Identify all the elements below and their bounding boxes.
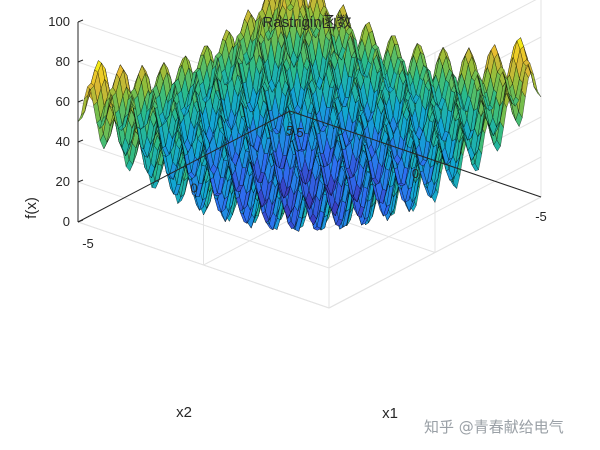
- y-tick-label: 5: [286, 123, 293, 138]
- y-axis-label: x2: [176, 404, 192, 421]
- z-tick-label: 0: [63, 214, 70, 229]
- x-tick-label: 5: [296, 125, 303, 140]
- y-tick-label: 0: [412, 166, 419, 181]
- z-tick-label: 100: [48, 14, 70, 29]
- surface-mesh: [77, 0, 542, 232]
- surface-patch: [278, 0, 284, 15]
- surface-patch: [301, 0, 307, 14]
- surface-patch: [297, 0, 303, 11]
- x-tick-label: 0: [190, 181, 197, 196]
- x-tick-label: -5: [82, 236, 94, 251]
- watermark: 知乎 @青春献给电气: [424, 418, 564, 436]
- tick-labels: 0 20 40 60 80 100 -5 0 5 -5 0 5: [48, 14, 546, 251]
- chart-title: Rastrigin函数: [262, 14, 351, 31]
- z-tick-mark: [77, 99, 84, 103]
- surface-patch: [530, 70, 538, 92]
- x-axis-line: [77, 110, 291, 223]
- surface-patch: [274, 0, 280, 12]
- z-tick-mark: [77, 179, 84, 183]
- surface-patch: [304, 0, 309, 10]
- surface-patch: [277, 0, 281, 8]
- surface-patch: [286, 3, 294, 12]
- z-tick-mark: [77, 59, 84, 63]
- z-tick-label: 60: [56, 94, 70, 109]
- x-axis-label: x1: [382, 405, 398, 422]
- z-tick-mark: [77, 19, 84, 23]
- z-tick-label: 80: [56, 54, 70, 69]
- z-axis-label: f(x): [23, 197, 40, 219]
- z-tick-mark: [77, 139, 84, 143]
- axes-lines: [77, 22, 542, 223]
- y-tick-label: -5: [535, 209, 547, 224]
- z-tick-label: 40: [56, 134, 70, 149]
- z-tick-label: 20: [56, 174, 70, 189]
- y-axis-line: [289, 110, 542, 198]
- surface-patch: [292, 0, 300, 30]
- surface-patch: [534, 87, 542, 98]
- z-tick-mark: [77, 219, 84, 223]
